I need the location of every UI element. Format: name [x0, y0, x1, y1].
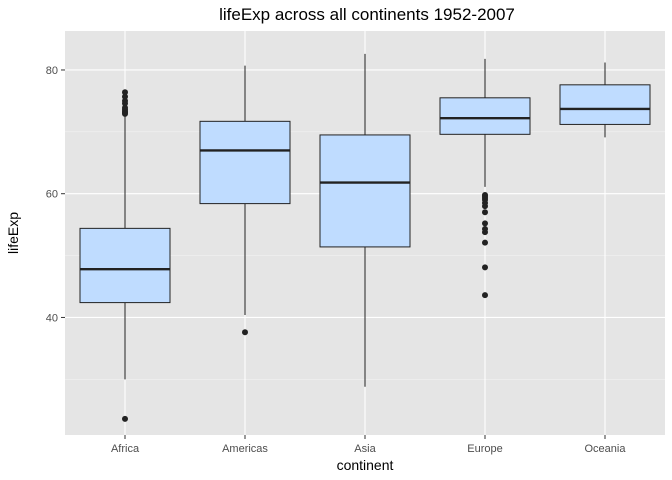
outlier-point	[242, 329, 248, 336]
y-tick-label: 60	[46, 189, 58, 201]
x-tick-label: Europe	[467, 443, 502, 455]
box-iqr	[439, 97, 531, 135]
box-iqr	[79, 227, 171, 304]
box-series	[79, 53, 651, 422]
outlier-point	[482, 292, 488, 299]
box-iqr	[559, 84, 651, 125]
outlier-point	[122, 415, 128, 422]
box-group-americas	[199, 65, 291, 336]
y-axis-title: lifeExp	[5, 212, 21, 254]
x-axis-title: continent	[337, 457, 394, 473]
box-group-africa	[79, 89, 171, 422]
outlier-point	[482, 191, 488, 198]
box-iqr	[199, 120, 291, 205]
box-group-oceania	[559, 62, 651, 138]
outlier-point	[122, 97, 128, 104]
y-tick-label: 80	[46, 65, 58, 77]
outlier-point	[122, 104, 128, 111]
x-tick-label: Americas	[222, 443, 268, 455]
outlier-point	[482, 209, 488, 216]
outlier-point	[482, 220, 488, 227]
box-group-asia	[319, 53, 411, 387]
chart-title: lifeExp across all continents 1952-2007	[219, 5, 515, 24]
box-iqr	[319, 134, 411, 248]
outlier-point	[482, 225, 488, 232]
x-axis: Africa Americas Asia Europe Oceania	[111, 435, 626, 455]
x-tick-label: Africa	[111, 443, 140, 455]
x-tick-label: Asia	[354, 443, 376, 455]
x-tick-label: Oceania	[585, 443, 627, 455]
y-tick-label: 40	[46, 312, 58, 324]
outlier-point	[482, 264, 488, 271]
outlier-point	[122, 93, 128, 100]
box-group-europe	[439, 58, 531, 299]
y-axis: 40 60 80	[46, 65, 65, 324]
outlier-point	[122, 89, 128, 96]
outlier-point	[482, 239, 488, 246]
